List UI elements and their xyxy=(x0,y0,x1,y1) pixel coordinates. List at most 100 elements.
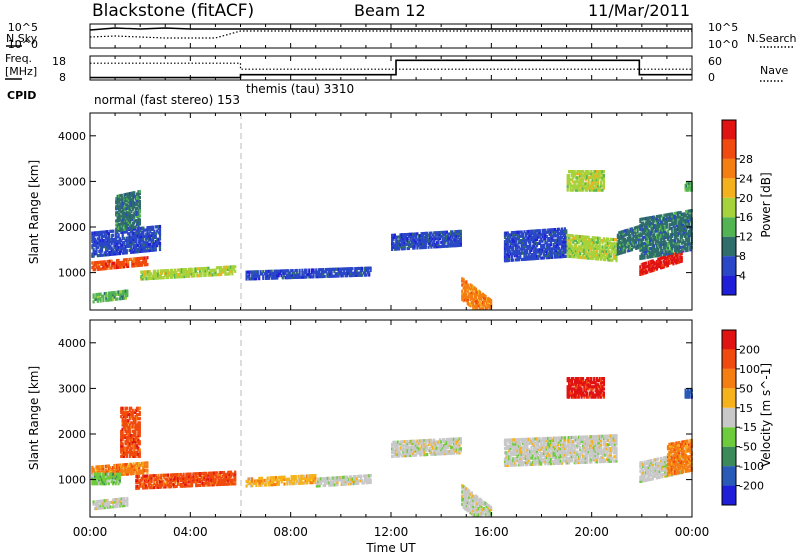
data-cell xyxy=(129,204,132,208)
nsky-series-line xyxy=(89,27,692,31)
data-cell xyxy=(426,235,429,239)
data-cell xyxy=(105,482,108,486)
data-cell xyxy=(114,231,117,235)
data-cell xyxy=(145,243,148,247)
data-cell xyxy=(579,237,582,241)
data-cell xyxy=(400,241,403,245)
data-cell xyxy=(556,229,559,234)
data-cell xyxy=(139,478,142,482)
data-cell xyxy=(256,270,259,274)
data-cell xyxy=(680,218,684,223)
data-cell xyxy=(686,238,689,242)
data-cell xyxy=(505,244,508,248)
data-cell xyxy=(130,218,133,222)
data-cell xyxy=(555,253,558,257)
data-cell xyxy=(443,240,446,244)
data-cell xyxy=(488,306,491,310)
data-cell xyxy=(658,257,661,261)
data-cell xyxy=(125,230,128,234)
data-cell xyxy=(177,473,180,477)
data-cell xyxy=(114,250,117,254)
data-cell xyxy=(123,247,126,251)
data-cell xyxy=(393,245,396,249)
data-cell xyxy=(158,229,162,233)
data-cell xyxy=(533,257,536,261)
data-cell xyxy=(572,176,575,180)
data-cell xyxy=(134,233,137,237)
data-cell xyxy=(245,272,248,276)
data-cell xyxy=(452,232,455,236)
data-cell xyxy=(644,237,648,241)
data-cell xyxy=(457,235,460,240)
data-cell xyxy=(127,425,130,429)
data-cell xyxy=(249,270,252,274)
data-cell xyxy=(654,254,657,258)
data-cell xyxy=(133,195,136,199)
data-cell xyxy=(102,299,105,303)
data-cell xyxy=(126,206,129,210)
data-cell xyxy=(136,235,139,239)
colorbar-tick-label: 28 xyxy=(739,153,753,166)
data-cell xyxy=(284,269,287,273)
data-cell xyxy=(270,274,273,278)
data-cell xyxy=(138,214,141,218)
data-cell xyxy=(637,245,641,250)
data-cell xyxy=(503,240,507,244)
data-cell xyxy=(91,237,94,242)
data-cell xyxy=(181,484,184,488)
data-cell xyxy=(579,178,582,182)
data-cell xyxy=(157,225,160,229)
data-cell xyxy=(136,233,139,237)
data-cell xyxy=(135,478,138,483)
data-cell xyxy=(127,472,130,476)
data-cell xyxy=(583,184,586,188)
data-cell xyxy=(129,220,132,224)
data-cell xyxy=(458,231,461,235)
data-cell xyxy=(123,223,126,227)
data-cell xyxy=(608,254,611,258)
data-cell xyxy=(125,249,128,253)
data-cell xyxy=(391,235,394,239)
data-cell xyxy=(96,480,99,484)
data-cell xyxy=(671,251,674,255)
data-cell xyxy=(662,259,665,263)
data-cell xyxy=(135,241,138,246)
data-cell xyxy=(130,448,133,452)
data-cell xyxy=(452,242,455,246)
data-cell xyxy=(120,210,123,214)
data-cell xyxy=(396,235,399,239)
data-cell xyxy=(583,237,586,241)
data-cell xyxy=(123,211,126,215)
data-cell xyxy=(298,268,301,272)
data-cell xyxy=(273,274,276,278)
data-cell xyxy=(573,253,576,257)
data-cell xyxy=(687,186,690,190)
data-cell xyxy=(597,240,600,244)
data-cell xyxy=(207,481,210,485)
data-cell xyxy=(680,229,684,233)
data-cell xyxy=(158,481,161,485)
data-cell xyxy=(156,241,159,246)
data-cell xyxy=(621,232,624,236)
data-cell xyxy=(189,478,192,482)
data-cell xyxy=(604,255,607,260)
data-cell xyxy=(508,235,511,239)
data-cell xyxy=(593,246,596,250)
data-cell xyxy=(668,212,671,216)
data-cell xyxy=(120,292,123,296)
data-cell xyxy=(121,263,124,267)
data-cell xyxy=(123,236,126,240)
data-cell xyxy=(662,220,666,224)
data-cell xyxy=(584,176,587,180)
data-cell xyxy=(534,254,537,258)
data-cell xyxy=(115,504,118,509)
data-cell xyxy=(632,239,635,243)
data-cell xyxy=(657,261,660,265)
data-cell xyxy=(541,247,544,252)
data-cell xyxy=(143,270,146,274)
data-cell xyxy=(682,228,685,233)
data-cell xyxy=(538,252,541,256)
data-cell xyxy=(100,249,104,253)
data-cell xyxy=(591,182,594,186)
data-cell xyxy=(669,235,672,239)
